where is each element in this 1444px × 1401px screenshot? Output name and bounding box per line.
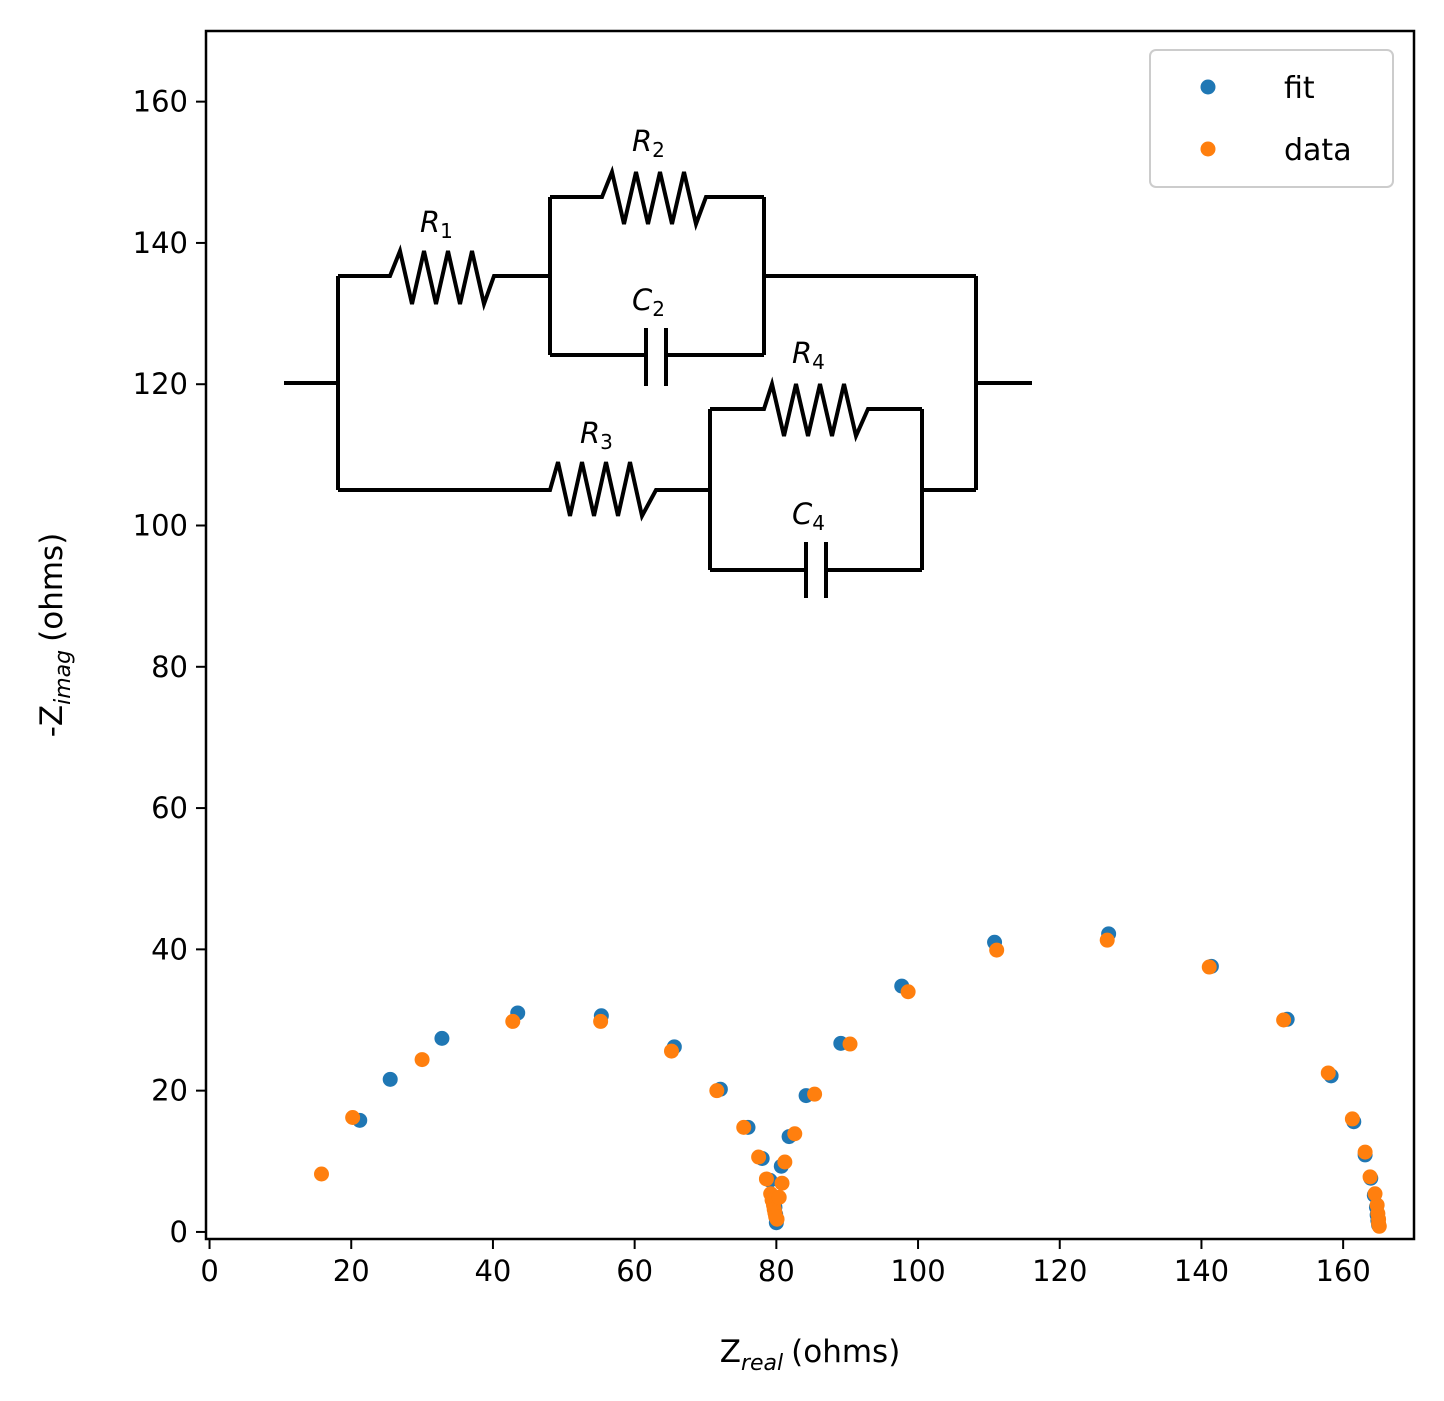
point-data <box>751 1149 767 1165</box>
point-data <box>1367 1186 1383 1202</box>
y-tick-label: 60 <box>151 791 188 825</box>
label-r3: R3 <box>580 416 613 454</box>
x-tick-label: 0 <box>200 1254 218 1288</box>
legend: fit data <box>1149 49 1394 188</box>
point-data <box>709 1083 725 1099</box>
legend-label-fit: fit <box>1284 71 1315 106</box>
point-data <box>771 1189 787 1205</box>
x-tick-label: 60 <box>616 1254 653 1288</box>
x-axis-ticks: 0 20 40 60 80 100 120 140 160 <box>200 1239 1371 1288</box>
legend-marker-data <box>1200 141 1216 157</box>
y-axis-ticks: 0 20 40 60 80 100 120 140 160 <box>133 85 206 1249</box>
label-r1: R1 <box>420 205 453 243</box>
label-r2: R2 <box>632 124 665 162</box>
point-data <box>1371 1218 1387 1234</box>
y-tick-label: 0 <box>170 1215 188 1249</box>
point-data <box>777 1154 793 1170</box>
x-tick-label: 80 <box>758 1254 795 1288</box>
point-data <box>787 1126 803 1142</box>
x-tick-label: 160 <box>1315 1254 1370 1288</box>
point-fit <box>434 1030 450 1046</box>
circuit-diagram <box>284 165 1032 598</box>
point-fit <box>382 1071 398 1087</box>
y-tick-label: 20 <box>151 1074 188 1108</box>
x-tick-label: 100 <box>890 1254 945 1288</box>
y-tick-label: 100 <box>133 509 188 543</box>
point-data <box>1320 1065 1336 1081</box>
x-axis-title: Zreal (ohms) <box>720 1334 901 1376</box>
legend-label-data: data <box>1284 133 1352 168</box>
point-data <box>1362 1169 1378 1185</box>
point-data <box>593 1013 609 1029</box>
scatter-points <box>313 926 1387 1234</box>
point-data <box>758 1171 774 1187</box>
point-data <box>1099 932 1115 948</box>
label-r4: R4 <box>792 336 825 374</box>
point-data <box>1276 1012 1292 1028</box>
point-data <box>1201 959 1217 975</box>
point-data <box>313 1166 329 1182</box>
x-tick-label: 140 <box>1174 1254 1229 1288</box>
plot-frame <box>204 29 1416 1241</box>
point-data <box>900 984 916 1000</box>
y-tick-label: 80 <box>151 650 188 684</box>
x-tick-label: 40 <box>474 1254 511 1288</box>
resistor-r3 <box>338 461 710 522</box>
y-tick-label: 120 <box>133 367 188 401</box>
legend-marker-fit <box>1200 79 1216 95</box>
point-data <box>414 1052 430 1068</box>
point-data <box>505 1013 521 1029</box>
point-data <box>989 942 1005 958</box>
point-data <box>1357 1144 1373 1160</box>
point-data <box>769 1211 785 1227</box>
y-tick-label: 40 <box>151 932 188 966</box>
point-data <box>774 1175 790 1191</box>
y-tick-label: 160 <box>133 85 188 119</box>
point-data <box>1344 1111 1360 1127</box>
label-c2: C2 <box>632 283 665 321</box>
point-data <box>842 1036 858 1052</box>
resistor-r1 <box>338 244 550 312</box>
resistor-r4 <box>710 376 922 443</box>
x-tick-label: 120 <box>1032 1254 1087 1288</box>
y-tick-label: 140 <box>133 226 188 260</box>
label-c4: C4 <box>792 497 825 535</box>
point-data <box>736 1119 752 1135</box>
point-data <box>663 1043 679 1059</box>
circuit-labels: R1 R2 C2 R3 R4 C4 <box>420 124 825 535</box>
x-tick-label: 20 <box>333 1254 370 1288</box>
legend-box <box>1149 49 1394 188</box>
resistor-r2 <box>550 165 764 231</box>
point-data <box>345 1109 361 1125</box>
point-data <box>807 1086 823 1102</box>
y-axis-title: -Zimag(ohms) <box>34 533 76 738</box>
